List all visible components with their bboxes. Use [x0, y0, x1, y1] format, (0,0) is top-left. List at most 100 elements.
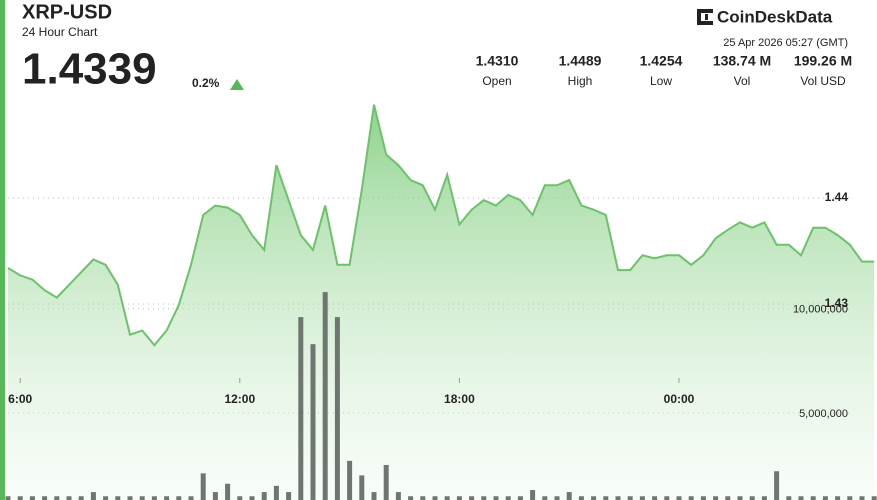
- volume-bar: [322, 292, 328, 500]
- volume-bar: [542, 496, 548, 500]
- volume-bar: [652, 496, 658, 500]
- stat-value: 1.4310: [476, 53, 519, 69]
- volume-bar: [688, 496, 694, 500]
- up-arrow: [230, 79, 244, 90]
- volume-bar: [151, 496, 157, 500]
- volume-bar: [664, 496, 670, 500]
- volume-bar: [212, 492, 218, 500]
- price-line: [7, 104, 875, 347]
- volume-bar: [859, 496, 865, 500]
- stat-label: Vol USD: [800, 74, 846, 88]
- change: 0.2%: [192, 76, 220, 90]
- brand-icon: [697, 9, 713, 25]
- volume-bar: [286, 492, 292, 500]
- volume-bar: [591, 496, 597, 500]
- y-tick-label: 1.44: [825, 190, 849, 204]
- brand: CoinDeskData: [717, 7, 833, 26]
- volume-bar: [749, 496, 755, 500]
- volume-bar: [676, 496, 682, 500]
- stat-value: 1.4489: [559, 53, 602, 69]
- volume-bar: [261, 492, 267, 500]
- volume-bar: [42, 496, 48, 500]
- volume-bar: [310, 344, 316, 500]
- volume-bar: [554, 496, 560, 500]
- volume-bar: [432, 496, 438, 500]
- volume-bar: [493, 496, 499, 500]
- volume-bar: [347, 460, 353, 500]
- volume-bar: [505, 496, 511, 500]
- volume-bar: [383, 465, 389, 500]
- stat-value: 138.74 M: [713, 53, 771, 69]
- volume-bar: [615, 496, 621, 500]
- volume-bar: [249, 496, 255, 500]
- volume-bar: [54, 496, 60, 500]
- volume-bar: [78, 496, 84, 500]
- title: XRP-USD: [22, 1, 112, 23]
- y-tick-label: 1.43: [825, 296, 849, 310]
- volume-bar: [835, 496, 841, 500]
- stat-value: 199.26 M: [794, 53, 852, 69]
- volume-bar: [395, 492, 401, 500]
- volume-bar: [273, 485, 279, 500]
- volume-bar: [298, 317, 304, 500]
- volume-bar: [237, 496, 243, 500]
- area: [8, 104, 875, 500]
- volume-bar: [408, 496, 414, 500]
- stat-label: Open: [482, 74, 511, 88]
- volume-bar: [188, 496, 194, 500]
- volume-bar: [469, 496, 475, 500]
- volume-bar: [444, 496, 450, 500]
- stat-value: 1.4254: [640, 53, 683, 69]
- x-tick-label: 6:00: [8, 392, 32, 406]
- volume-bar: [29, 496, 35, 500]
- x-tick-label: 00:00: [664, 392, 695, 406]
- plot: 1.43 1.44 5,000,000 10,000,000 6:00 12:00 18:0…: [5, 104, 877, 500]
- volume-bar: [481, 496, 487, 500]
- stat-label: Vol: [734, 74, 751, 88]
- volume-bar: [103, 496, 109, 500]
- volume-bar: [627, 496, 633, 500]
- volume-bar: [700, 496, 706, 500]
- volume-bar: [566, 492, 572, 500]
- volume-bar: [810, 496, 816, 500]
- volume-bar: [725, 496, 731, 500]
- stat-label: Low: [650, 74, 672, 88]
- y2-tick-label: 5,000,000: [799, 408, 848, 420]
- volume-bar: [115, 496, 121, 500]
- volume-bar: [798, 496, 804, 500]
- volume-bar: [737, 496, 743, 500]
- timestamp: 25 Apr 2026 05:27 (GMT): [723, 37, 848, 49]
- volume-bar: [517, 496, 523, 500]
- accent-bar: [0, 0, 5, 500]
- volume-bar: [530, 490, 536, 500]
- price: 1.4339: [22, 45, 157, 94]
- volume-bar: [822, 496, 828, 500]
- stats: 1.4310 Open 1.4489 High 1.4254 Low 138.74 M Vol…: [476, 53, 853, 88]
- volume-bar: [17, 496, 23, 500]
- y2-tick-label: 10,000,000: [793, 304, 848, 316]
- volume-bar: [139, 496, 145, 500]
- volume-bar: [871, 496, 877, 500]
- volume-bar: [225, 483, 231, 500]
- subtitle: 24 Hour Chart: [22, 25, 98, 39]
- volume-bar: [371, 492, 377, 500]
- volume-bar: [761, 496, 767, 500]
- volume-bar: [578, 496, 584, 500]
- x-tick-label: 12:00: [224, 392, 255, 406]
- volume-bar: [176, 496, 182, 500]
- volume-bar: [639, 496, 645, 500]
- volume-bar: [334, 317, 340, 500]
- stat-label: High: [568, 74, 593, 88]
- volume-bar: [200, 473, 206, 500]
- volume-bar: [786, 496, 792, 500]
- volume-bar: [164, 496, 170, 500]
- volume-bar: [5, 496, 11, 500]
- volume-bar: [713, 496, 719, 500]
- volume-bar: [359, 475, 365, 500]
- volume-bar: [774, 471, 780, 500]
- x-tick-label: 18:00: [444, 392, 475, 406]
- volume-bar: [90, 492, 96, 500]
- volume-bar: [127, 496, 133, 500]
